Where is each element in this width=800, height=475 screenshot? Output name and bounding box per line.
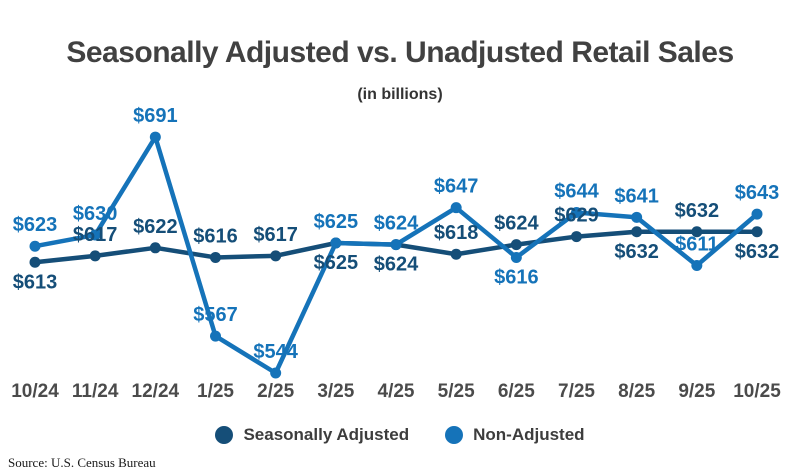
data-point: [390, 239, 402, 251]
data-label: $632: [614, 241, 659, 263]
data-point: [631, 211, 643, 223]
data-label: $623: [13, 214, 58, 236]
data-point: [751, 208, 763, 220]
x-axis-label: 12/24: [132, 381, 180, 402]
data-point: [29, 256, 41, 268]
data-label: $616: [193, 225, 238, 247]
x-axis-label: 8/25: [618, 381, 655, 402]
data-label: $643: [735, 182, 780, 204]
data-point: [450, 248, 462, 260]
data-label: $624: [374, 213, 419, 235]
data-point: [751, 226, 763, 238]
data-label: $544: [253, 341, 298, 363]
x-axis-label: 1/25: [197, 381, 234, 402]
data-label: $624: [494, 213, 539, 235]
legend-label: Seasonally Adjusted: [243, 425, 410, 444]
chart-title: Seasonally Adjusted vs. Unadjusted Retai…: [66, 36, 734, 69]
chart-legend: Seasonally Adjusted Non-Adjusted: [0, 423, 800, 447]
data-label: $617: [73, 224, 118, 246]
data-label: $641: [614, 185, 659, 207]
legend-label: Non-Adjusted: [473, 425, 585, 444]
data-point: [691, 259, 703, 271]
x-axis-label: 11/24: [72, 381, 119, 402]
data-label: $624: [374, 254, 419, 276]
x-axis-label: 2/25: [257, 381, 294, 402]
data-point: [149, 131, 161, 143]
data-label: $617: [253, 224, 298, 246]
x-axis-label: 9/25: [678, 381, 715, 402]
x-axis-label: 5/25: [438, 381, 475, 402]
data-point: [29, 240, 41, 252]
data-point: [691, 226, 703, 238]
data-point: [631, 226, 643, 238]
data-point: [571, 231, 582, 243]
chart-subtitle: (in billions): [357, 86, 443, 103]
data-point: [270, 250, 282, 262]
data-label: $613: [13, 271, 58, 293]
data-point: [510, 239, 522, 251]
x-axis-label: 4/25: [378, 381, 415, 402]
data-point: [510, 251, 522, 263]
data-label: $618: [434, 222, 479, 244]
legend-item-non-adjusted: Non-Adjusted: [445, 425, 585, 445]
source-attribution: Source: U.S. Census Bureau: [8, 455, 156, 470]
data-point: [210, 251, 221, 263]
data-point: [450, 202, 462, 214]
data-point: [270, 367, 282, 379]
data-label: $644: [554, 181, 599, 203]
data-point: [330, 237, 342, 249]
data-label: $647: [434, 176, 479, 198]
data-point: [89, 229, 101, 241]
data-label: $625: [314, 211, 359, 233]
data-label: $625: [314, 252, 359, 274]
data-label: $629: [554, 205, 599, 227]
x-axis-label: 10/25: [733, 381, 781, 402]
data-label: $632: [735, 241, 780, 263]
data-point: [210, 330, 221, 342]
x-axis-label: 6/25: [498, 381, 535, 402]
data-point: [571, 207, 582, 218]
non-adjusted-dot-icon: [445, 426, 464, 444]
data-label: $567: [193, 304, 238, 326]
data-point: [149, 242, 161, 254]
data-label: $616: [494, 266, 539, 288]
data-label: $630: [73, 203, 118, 225]
data-label: $622: [133, 216, 178, 238]
legend-item-seasonally-adjusted: Seasonally Adjusted: [215, 425, 409, 445]
x-axis-label: 7/25: [558, 381, 595, 402]
x-axis-label: 3/25: [317, 381, 354, 402]
data-label: $611: [675, 233, 718, 255]
line-chart: $613 $617 $622 $616 $617 $625 $624 $618 $624 $629…: [11, 105, 781, 402]
data-label: $632: [675, 200, 720, 222]
data-point: [89, 250, 101, 262]
x-axis-label: 10/24: [11, 381, 59, 402]
data-label: $691: [133, 105, 178, 127]
seasonally-adjusted-dot-icon: [215, 426, 234, 444]
